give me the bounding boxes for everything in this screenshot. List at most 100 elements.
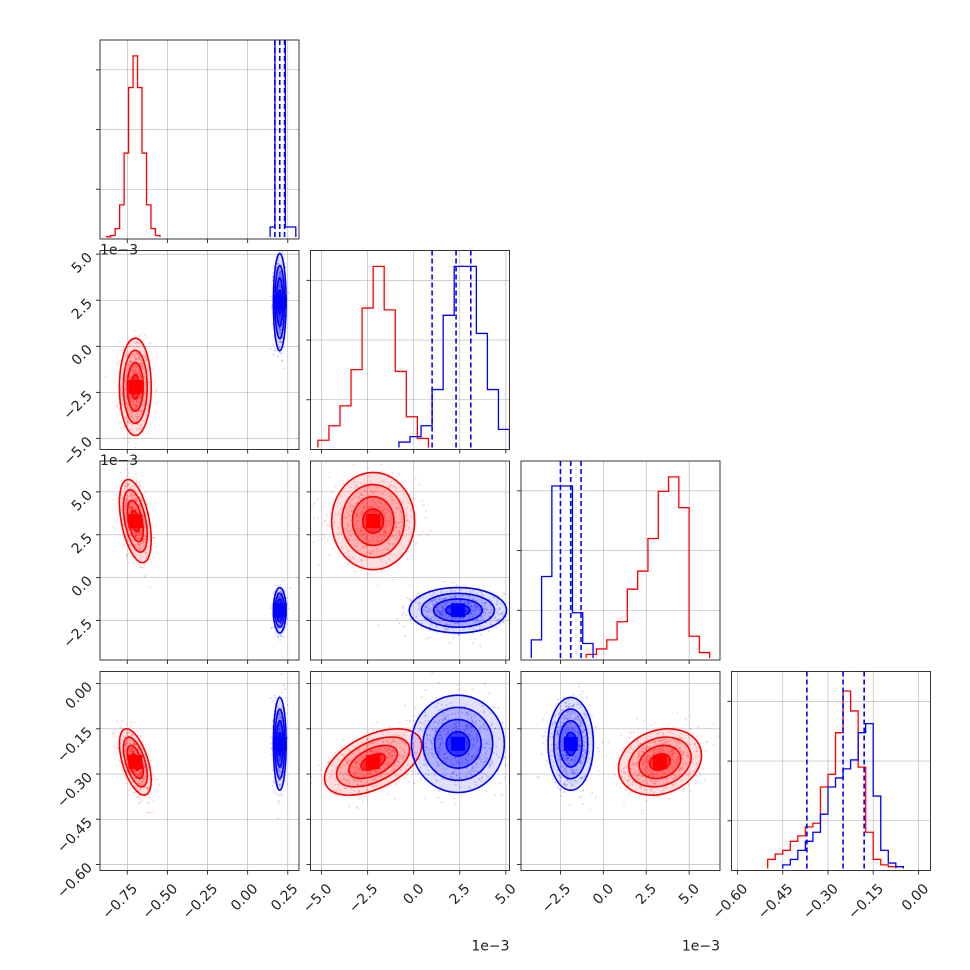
scatter-point bbox=[132, 750, 134, 752]
scatter-point bbox=[126, 367, 129, 370]
scatter-point bbox=[276, 634, 279, 637]
scatter-point bbox=[133, 769, 135, 772]
scatter-point bbox=[354, 570, 356, 573]
scatter-point bbox=[427, 611, 430, 614]
scatter-point bbox=[122, 770, 124, 773]
scatter-point bbox=[381, 561, 384, 564]
scatter-point bbox=[321, 523, 324, 525]
scatter-point bbox=[468, 594, 471, 597]
scatter-point bbox=[369, 505, 372, 508]
scatter-point bbox=[379, 539, 382, 542]
scatter-point bbox=[145, 360, 147, 362]
scatter-point bbox=[366, 467, 369, 470]
scatter-point bbox=[134, 408, 137, 411]
scatter-point bbox=[140, 411, 143, 414]
scatter-point bbox=[443, 613, 446, 616]
scatter-point bbox=[125, 759, 128, 761]
scatter-point bbox=[129, 747, 132, 750]
scatter-point bbox=[139, 361, 142, 364]
scatter-point bbox=[367, 540, 370, 542]
scatter-point bbox=[129, 507, 132, 510]
scatter-point bbox=[359, 529, 362, 532]
scatter-point bbox=[448, 627, 450, 630]
scatter-point bbox=[137, 403, 139, 406]
scatter-point bbox=[135, 560, 138, 563]
scatter-point bbox=[439, 612, 441, 615]
scatter-point bbox=[398, 544, 401, 547]
scatter-point bbox=[121, 498, 123, 501]
scatter-point bbox=[472, 615, 474, 618]
scatter-point bbox=[379, 544, 382, 547]
scatter-point bbox=[131, 747, 134, 750]
scatter-point bbox=[278, 328, 281, 331]
scatter-point bbox=[132, 404, 135, 407]
scatter-point bbox=[128, 345, 130, 348]
scatter-point bbox=[366, 538, 369, 541]
scatter-point bbox=[137, 795, 139, 798]
scatter-point bbox=[139, 532, 142, 535]
scatter-point bbox=[139, 534, 142, 537]
scatter-point bbox=[479, 609, 482, 611]
scatter-point bbox=[139, 529, 141, 532]
scatter-point bbox=[281, 250, 284, 253]
scatter-point bbox=[280, 627, 283, 630]
scatter-point bbox=[139, 396, 141, 398]
scatter-point bbox=[138, 748, 140, 751]
scatter-point bbox=[474, 606, 477, 609]
scatter-point bbox=[485, 601, 488, 604]
scatter-point bbox=[124, 751, 127, 754]
scatter-point bbox=[152, 536, 155, 539]
scatter-point bbox=[316, 539, 319, 542]
scatter-point bbox=[155, 778, 158, 781]
scatter-point bbox=[438, 598, 441, 601]
scatter-point bbox=[278, 317, 281, 320]
scatter-point bbox=[136, 773, 139, 776]
scatter-point bbox=[496, 612, 499, 615]
scatter-point bbox=[376, 539, 379, 542]
scatter-point bbox=[144, 541, 147, 543]
scatter-point bbox=[402, 500, 405, 503]
scatter-point bbox=[276, 591, 279, 594]
scatter-point bbox=[129, 396, 132, 399]
scatter-point bbox=[471, 598, 474, 600]
scatter-point bbox=[129, 504, 132, 507]
scatter-point bbox=[485, 609, 488, 612]
scatter-point bbox=[127, 420, 129, 423]
scatter-point bbox=[145, 413, 148, 415]
scatter-point bbox=[136, 371, 139, 374]
scatter-point bbox=[490, 600, 493, 603]
scatter-point bbox=[140, 735, 142, 738]
scatter-point bbox=[132, 750, 135, 753]
scatter-point bbox=[481, 593, 484, 596]
scatter-point bbox=[396, 501, 399, 504]
y-offset-label: 1e−3 bbox=[100, 453, 138, 469]
scatter-point bbox=[418, 602, 421, 604]
scatter-point bbox=[386, 542, 389, 545]
scatter-point bbox=[399, 510, 402, 512]
scatter-point bbox=[121, 403, 124, 406]
y-tick-label: 0.0 bbox=[69, 342, 96, 369]
scatter-point bbox=[279, 341, 282, 344]
scatter-point bbox=[128, 769, 131, 771]
scatter-point bbox=[133, 750, 135, 753]
scatter-point bbox=[126, 502, 128, 505]
scatter-point bbox=[394, 553, 397, 556]
scatter-point bbox=[116, 405, 119, 407]
scatter-point bbox=[398, 530, 401, 533]
scatter-point bbox=[138, 334, 141, 337]
scatter-point bbox=[137, 357, 140, 359]
scatter-point bbox=[124, 505, 126, 508]
scatter-point bbox=[143, 419, 146, 422]
scatter-point bbox=[113, 745, 115, 748]
scatter-point bbox=[459, 599, 462, 602]
scatter-point bbox=[128, 487, 131, 490]
scatter-point bbox=[402, 612, 405, 615]
scatter-point bbox=[469, 604, 472, 607]
scatter-point bbox=[131, 556, 134, 558]
scatter-point bbox=[442, 598, 445, 600]
scatter-point bbox=[138, 772, 141, 775]
scatter-point bbox=[370, 482, 373, 484]
scatter-point bbox=[152, 778, 155, 781]
scatter-point bbox=[129, 750, 132, 753]
scatter-point bbox=[424, 606, 427, 609]
